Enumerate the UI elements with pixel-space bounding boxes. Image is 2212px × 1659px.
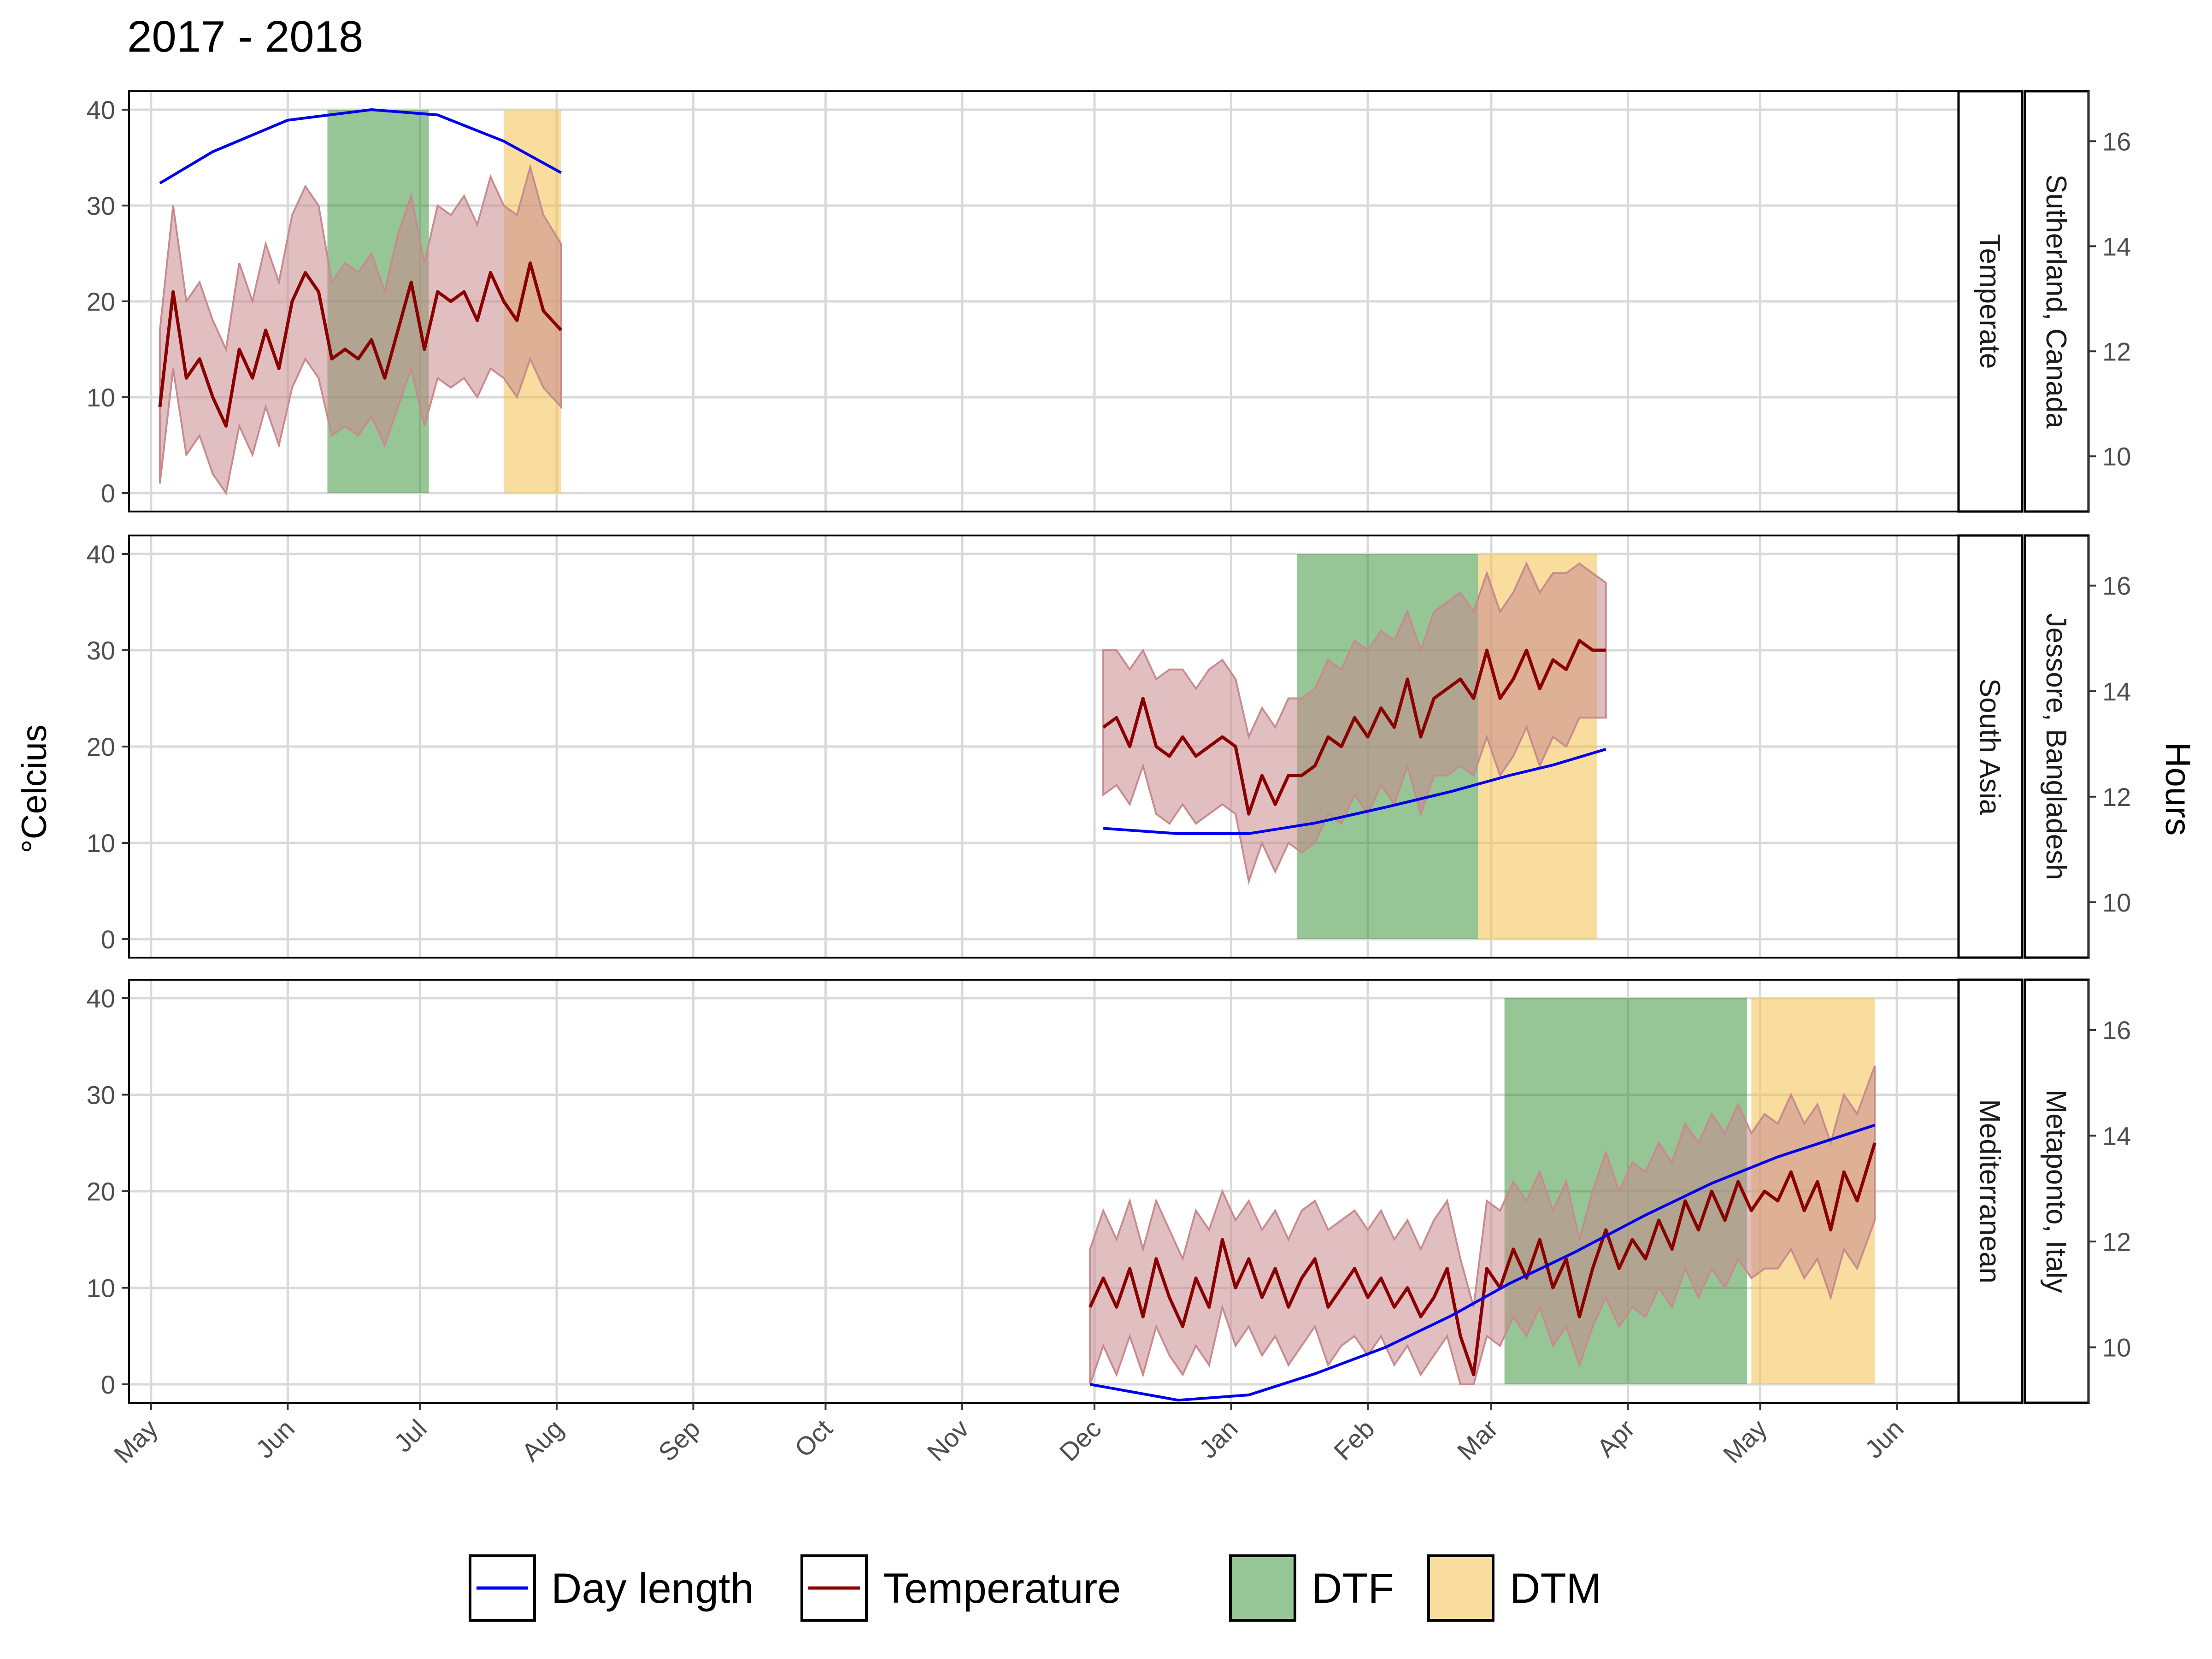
- y2-tick-label: 12: [2102, 782, 2131, 812]
- chart-title: 2017 - 2018: [127, 12, 363, 61]
- y-tick-label: 20: [87, 1177, 115, 1206]
- region-strip-label: Temperate: [1974, 234, 2006, 369]
- location-strip-label: Sutherland, Canada: [2040, 174, 2072, 429]
- legend-key: [1229, 1554, 1296, 1622]
- x-tick-label: Jun: [250, 1414, 300, 1464]
- x-tick-label: Jun: [1859, 1414, 1909, 1464]
- panels: 0 10 20 30 40 Temperate Sutherland, Canada 10 12…: [87, 90, 2131, 1404]
- legend-label: DTF: [1312, 1565, 1394, 1612]
- region-strip: [1957, 534, 2024, 959]
- y-tick-label: 0: [101, 1370, 115, 1399]
- temperature-range-band: [1102, 561, 1607, 885]
- y-tick-label: 0: [101, 925, 115, 954]
- legend-item-dtf: DTF: [1229, 1554, 1394, 1622]
- y-tick-label: 20: [87, 732, 115, 761]
- y-tick-label: 40: [87, 95, 115, 124]
- region-strip-label: South Asia: [1974, 678, 2006, 815]
- panel-temperate: 0 10 20 30 40 Temperate Sutherland, Canada 10 12…: [87, 90, 2131, 513]
- location-strip-label: Jessore, Bangladesh: [2040, 613, 2072, 880]
- panel-south-asia: 0 10 20 30 40 South Asia Jessore, Bangladesh 10…: [87, 534, 2131, 959]
- y-tick-label: 40: [87, 984, 115, 1013]
- x-tick-label: Nov: [922, 1414, 975, 1467]
- x-tick-label: Oct: [789, 1414, 838, 1463]
- y-tick-label: 40: [87, 540, 115, 569]
- x-tick-label: Jan: [1194, 1414, 1243, 1464]
- y2-tick-label: 16: [2102, 571, 2131, 600]
- y2-tick-label: 14: [2102, 677, 2131, 706]
- temperature-range-band: [159, 164, 562, 496]
- day-length-line: [1103, 747, 1606, 835]
- location-strip-label: Metaponto, Italy: [2040, 1089, 2072, 1293]
- x-tick-label: Apr: [1591, 1414, 1640, 1463]
- legend-item-dtm: DTM: [1427, 1554, 1601, 1622]
- day-length-line: [159, 108, 562, 185]
- y-tick-label: 30: [87, 636, 115, 665]
- x-tick-label: May: [1718, 1414, 1772, 1469]
- legend-label: Temperature: [883, 1565, 1121, 1612]
- x-tick-label: Feb: [1328, 1414, 1380, 1466]
- location-strip: [2024, 978, 2090, 1404]
- region-strip: [1957, 978, 2024, 1404]
- x-tick-label: Aug: [516, 1414, 569, 1467]
- location-strip: [2024, 90, 2090, 513]
- x-tick-label: May: [108, 1414, 163, 1469]
- temperature-line: [1102, 639, 1606, 816]
- y2-tick-label: 16: [2102, 1016, 2131, 1045]
- y2-tick-label: 14: [2102, 232, 2131, 261]
- y2-tick-label: 10: [2102, 888, 2131, 917]
- x-axis: May Jun Jul Aug Sep Oct Nov Dec Jan Feb Mar Apr May J…: [108, 1403, 1909, 1469]
- x-tick-label: Jul: [388, 1414, 432, 1458]
- x-tick-label: Dec: [1054, 1414, 1107, 1467]
- y-tick-label: 10: [87, 383, 115, 412]
- y2-tick-label: 10: [2102, 1333, 2131, 1362]
- region-strip-label: Mediterranean: [1974, 1099, 2006, 1283]
- y-tick-label: 10: [87, 829, 115, 858]
- y2-tick-label: 14: [2102, 1121, 2131, 1150]
- y-axis-label: °Celcius: [15, 724, 54, 853]
- legend: Day length Temperature DTF DTM: [469, 1554, 1601, 1622]
- panel-mediterranean: 0 10 20 30 40 Mediterranean Metaponto, Italy 10…: [87, 978, 2131, 1404]
- x-tick-label: Mar: [1452, 1414, 1504, 1466]
- day-length-line: [1089, 1124, 1876, 1402]
- y-tick-label: 20: [87, 287, 115, 316]
- legend-label: Day length: [551, 1565, 754, 1612]
- legend-item-day-length: Day length: [469, 1554, 754, 1622]
- legend-key: [1427, 1554, 1494, 1622]
- y-tick-label: 30: [87, 1081, 115, 1110]
- y2-tick-label: 12: [2102, 1227, 2131, 1256]
- x-tick-label: Sep: [653, 1414, 706, 1467]
- region-strip: [1957, 90, 2024, 513]
- y2-tick-label: 16: [2102, 127, 2131, 156]
- y-tick-label: 0: [101, 479, 115, 508]
- legend-label: DTM: [1510, 1565, 1601, 1612]
- y2-axis-label: Hours: [2158, 742, 2197, 836]
- temperature-line: [158, 261, 563, 428]
- y-tick-label: 30: [87, 191, 115, 220]
- y2-tick-label: 10: [2102, 442, 2131, 471]
- y-tick-label: 10: [87, 1274, 115, 1303]
- y2-tick-label: 12: [2102, 337, 2131, 366]
- temperature-line: [1088, 1142, 1877, 1377]
- legend-item-temperature: Temperature: [800, 1554, 1121, 1622]
